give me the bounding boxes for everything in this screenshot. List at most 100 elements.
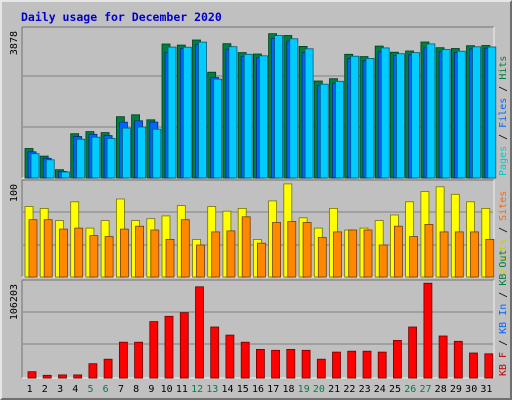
bar-sites <box>393 225 403 278</box>
bar-kb-f <box>73 374 83 379</box>
bar-sites <box>28 219 38 278</box>
bar-pages <box>487 46 497 179</box>
chart-title: Daily usage for December 2020 <box>21 10 222 24</box>
bar-pages <box>152 128 162 179</box>
x-tick-label: 11 <box>176 384 188 395</box>
bar-sites <box>150 229 160 278</box>
x-tick-label: 16 <box>252 384 264 395</box>
legend-entry: KB Out <box>498 250 509 286</box>
legend-entry: / <box>498 128 509 146</box>
bar-kb-f <box>316 358 326 379</box>
bar-pages <box>167 46 177 179</box>
bar-sites <box>180 219 190 278</box>
x-tick-label: 17 <box>267 384 279 395</box>
x-tick-label: 19 <box>298 384 310 395</box>
bar-kb-f <box>347 350 357 379</box>
x-tick-label: 1 <box>27 384 33 395</box>
bar-pages <box>258 55 268 179</box>
x-tick-label: 10 <box>161 384 173 395</box>
legend-entry: / <box>498 221 509 239</box>
bar-pages <box>91 136 101 179</box>
legend-entry: Visits <box>498 239 509 275</box>
bar-sites <box>363 229 373 278</box>
bar-kb-f <box>332 351 341 379</box>
legend: Pages / Files / Hits <box>498 56 509 176</box>
bar-pages <box>426 43 436 179</box>
bar-kb-f <box>301 349 311 379</box>
bar-kb-f <box>88 363 98 379</box>
bar-kb-f <box>42 374 52 379</box>
bar-sites <box>302 222 312 278</box>
bar-sites <box>470 231 479 278</box>
bar-kb-f <box>119 341 128 379</box>
bar-pages <box>441 49 451 179</box>
bar-pages <box>122 127 131 179</box>
bar-kb-f <box>27 371 37 379</box>
bar-pages <box>411 52 421 179</box>
bar-kb-f <box>225 334 235 379</box>
x-tick-label: 18 <box>282 384 294 395</box>
bar-sites <box>241 216 251 278</box>
legend: KB F / KB In / KB Out <box>498 250 509 376</box>
legend-entry: / <box>498 80 509 98</box>
legend-entry: / <box>498 334 509 352</box>
x-tick-label: 8 <box>133 384 139 395</box>
bar-sites <box>424 223 434 278</box>
legend-entry: Sites <box>498 191 509 221</box>
x-tick-label: 7 <box>118 384 124 395</box>
y-max-label: 100 <box>9 184 20 202</box>
bar-pages <box>76 138 86 179</box>
x-tick-label: 2 <box>42 384 48 395</box>
x-tick-label: 14 <box>221 384 233 395</box>
bar-pages <box>335 80 344 179</box>
bar-pages <box>182 46 192 179</box>
bar-sites <box>272 222 282 278</box>
bar-kb-f <box>469 352 478 379</box>
bar-pages <box>228 46 238 179</box>
bar-pages <box>243 53 253 179</box>
bar-pages <box>213 78 223 179</box>
bar-kb-f <box>103 358 113 379</box>
legend: Visits / Sites <box>498 191 509 275</box>
bar-sites <box>135 225 145 278</box>
x-tick-label: 20 <box>313 384 325 395</box>
bar-sites <box>454 231 464 278</box>
x-tick-label: 21 <box>328 384 340 395</box>
x-tick-label: 24 <box>374 384 386 395</box>
bar-kb-f <box>179 312 189 379</box>
bar-kb-f <box>149 321 159 379</box>
bar-kb-f <box>195 286 204 379</box>
bar-sites <box>287 221 297 278</box>
bar-pages <box>472 46 481 179</box>
x-tick-label: 23 <box>359 384 371 395</box>
bar-sites <box>196 244 205 278</box>
x-tick-label: 5 <box>87 384 93 395</box>
bar-sites <box>348 229 358 278</box>
bar-pages <box>274 35 284 179</box>
bar-sites <box>378 244 388 278</box>
x-tick-label: 9 <box>148 384 154 395</box>
bar-pages <box>45 159 55 179</box>
bar-pages <box>350 55 360 179</box>
x-tick-label: 6 <box>103 384 109 395</box>
bar-kb-f <box>164 315 174 379</box>
bar-kb-f <box>377 351 387 379</box>
bar-pages <box>198 41 207 179</box>
legend-entry: Hits <box>498 56 509 80</box>
bar-sites <box>333 231 342 278</box>
bar-sites <box>165 238 175 278</box>
bar-kb-f <box>453 340 463 379</box>
bar-kb-f <box>408 326 418 379</box>
x-tick-label: 30 <box>465 384 477 395</box>
bar-pages <box>30 153 40 179</box>
bar-sites <box>104 236 114 278</box>
bar-pages <box>395 53 405 179</box>
bar-pages <box>61 171 70 179</box>
bar-sites <box>409 236 419 278</box>
bar-sites <box>120 228 129 278</box>
bar-kb-f <box>438 335 448 379</box>
bar-sites <box>211 231 221 278</box>
x-tick-label: 12 <box>191 384 203 395</box>
legend-entry: Files <box>498 98 509 128</box>
x-tick-label: 3 <box>57 384 63 395</box>
